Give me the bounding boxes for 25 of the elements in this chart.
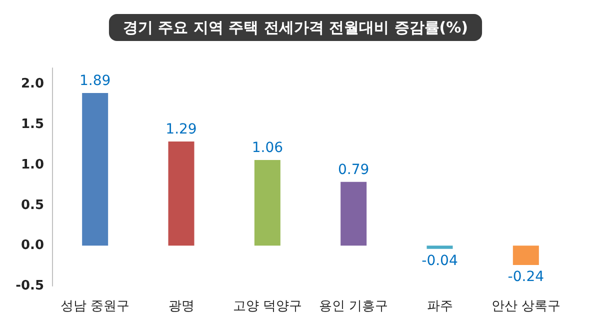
x-tick-label: 성남 중원구 [60,299,130,314]
y-tick-label: 1.5 [20,117,44,132]
data-label: -0.04 [422,252,458,269]
y-tick-label: 0.5 [20,198,44,213]
bar [82,93,108,246]
x-tick-label: 안산 상록구 [491,299,560,314]
x-tick-label: 파주 [426,299,453,314]
x-tick-label: 용인 기흥구 [319,299,388,314]
chart-title: 경기 주요 지역 주택 전세가격 전월대비 증감률(%) [122,18,468,36]
data-label: 1.89 [79,73,111,90]
data-label: 1.06 [252,140,284,156]
data-label: 1.29 [166,121,197,138]
bar [426,246,453,249]
data-label: 0.79 [338,162,370,178]
bar [512,246,539,266]
bar [168,141,194,246]
bar [340,182,367,246]
y-tick-label: 1.0 [20,157,44,172]
y-tick-label: -0.5 [16,278,44,294]
y-tick-label: 2.0 [20,76,44,92]
bar [254,160,280,246]
y-tick-label: 0.0 [20,238,44,254]
data-label: -0.24 [508,269,544,286]
x-tick-label: 광명 [168,299,194,314]
x-tick-label: 고양 덕양구 [232,299,302,314]
